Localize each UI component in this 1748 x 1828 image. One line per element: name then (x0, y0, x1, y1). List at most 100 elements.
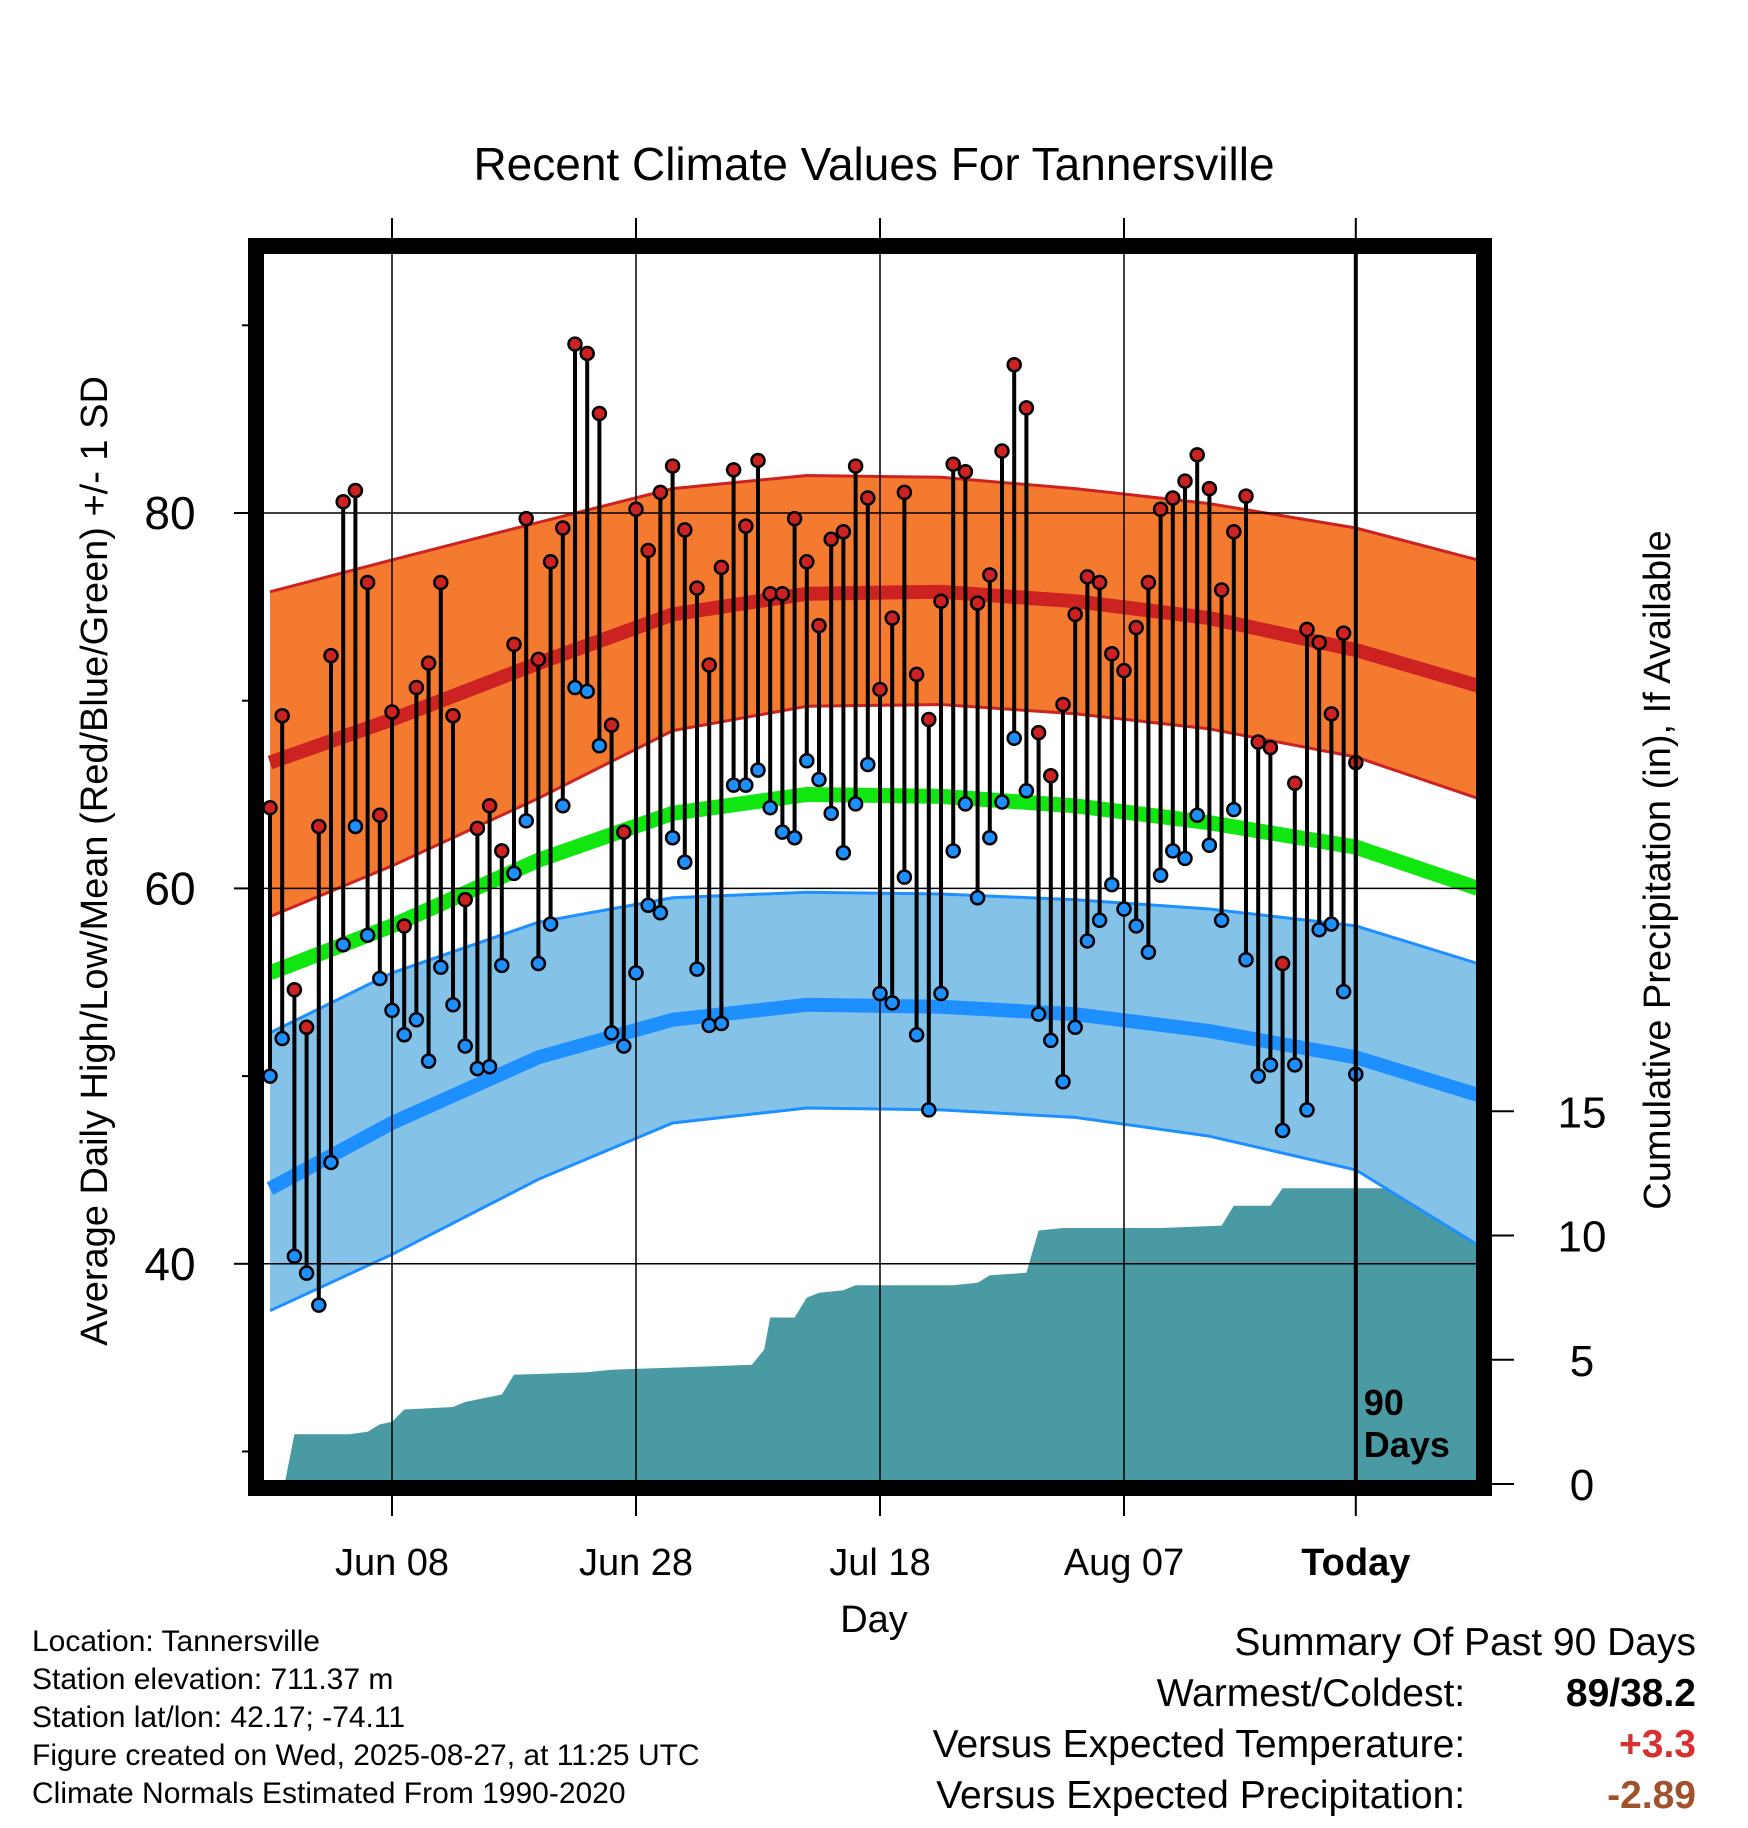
daily-high-point (384, 704, 400, 720)
precip-anomaly-row: Versus Expected Precipitation: -2.89 (933, 1770, 1696, 1821)
daily-low-point (1274, 1122, 1291, 1139)
high-sd-band (270, 475, 1478, 917)
temp-anomaly-label: Versus Expected Temperature: (932, 1723, 1466, 1766)
daily-high-point (1165, 490, 1181, 506)
temp-anomaly-row: Versus Expected Temperature: +3.3 (933, 1719, 1696, 1770)
daily-low-point (298, 1265, 315, 1281)
daily-low-point (518, 813, 534, 829)
precip-anomaly-value: -2.89 (1607, 1774, 1696, 1817)
y-tick-label: 80 (144, 487, 195, 539)
daily-low-point (982, 829, 998, 846)
daily-low-point (1152, 867, 1169, 884)
daily-low-point (786, 829, 803, 846)
daily-low-point (469, 1060, 486, 1077)
daily-low-point (555, 798, 571, 814)
plot-area: 90 Days (256, 240, 1484, 1494)
daily-high-point (1226, 524, 1242, 540)
today-days-label-part: 90 (1364, 1382, 1404, 1423)
plot-frame (248, 238, 1492, 1496)
daily-low-point (445, 997, 461, 1013)
daily-high-point (1311, 634, 1327, 651)
daily-high-point (982, 567, 998, 583)
daily-high-point (555, 520, 571, 536)
daily-high-point (750, 452, 766, 469)
daily-high-point (335, 493, 351, 510)
daily-low-point (530, 955, 547, 972)
daily-high-point (664, 458, 681, 474)
daily-high-point (420, 655, 437, 671)
daily-high-point (1067, 606, 1083, 623)
daily-low-point (457, 1038, 473, 1054)
high-normal-line (267, 584, 1480, 770)
daily-high-point (311, 818, 327, 835)
daily-high-point (274, 707, 290, 724)
daily-low-point (420, 1053, 437, 1069)
daily-high-point (701, 657, 717, 673)
daily-high-point (725, 462, 742, 478)
y2-tick-label: 15 (1558, 1088, 1607, 1137)
daily-low-point (1213, 912, 1230, 929)
daily-high-point (921, 711, 937, 728)
daily-low-point (628, 965, 644, 981)
daily-high-point (1006, 356, 1022, 373)
x-tick-label: Jul 18 (829, 1542, 930, 1584)
daily-low-point (1055, 1073, 1071, 1090)
daily-low-point (579, 683, 595, 700)
daily-high-point (1177, 473, 1193, 489)
daily-high-point (323, 647, 339, 664)
daily-low-point (677, 854, 693, 870)
daily-high-point (860, 490, 876, 506)
daily-low-point (689, 961, 705, 977)
daily-low-point (799, 753, 815, 769)
daily-high-point (1043, 768, 1059, 784)
daily-high-point (896, 484, 913, 501)
daily-low-point (1189, 807, 1205, 823)
summary-panel: Summary Of Past 90 Days Warmest/Coldest:… (933, 1617, 1696, 1821)
daily-low-point (1250, 1068, 1266, 1084)
daily-high-point (689, 580, 705, 596)
low-lower-line (269, 1106, 1479, 1313)
daily-low-point (640, 897, 656, 914)
daily-low-point (335, 936, 351, 953)
daily-low-point (542, 916, 559, 932)
temp-anomaly-value: +3.3 (1619, 1723, 1696, 1766)
daily-high-point (1091, 574, 1108, 591)
daily-low-point (1238, 951, 1254, 968)
daily-low-point (372, 970, 388, 987)
daily-low-point (1104, 876, 1120, 893)
x-tick-label: Today (1301, 1542, 1410, 1584)
daily-low-point (664, 829, 681, 846)
x-tick-label: Jun 08 (335, 1542, 449, 1584)
daily-high-point (1238, 488, 1254, 504)
chart-title: Recent Climate Values For Tannersville (473, 138, 1274, 190)
daily-high-point (1116, 662, 1132, 679)
daily-low-point (384, 1002, 400, 1019)
daily-low-point (1226, 801, 1242, 818)
precip-anomaly-label: Versus Expected Precipitation: (936, 1774, 1466, 1817)
daily-high-point (1287, 775, 1303, 792)
daily-low-point (1006, 730, 1022, 746)
daily-high-point (506, 636, 522, 653)
daily-high-point (1262, 739, 1279, 756)
daily-high-point (713, 559, 730, 576)
daily-low-point (1335, 983, 1352, 1000)
daily-low-point (884, 995, 900, 1011)
warmest-coldest-row: Warmest/Coldest: 89/38.2 (933, 1668, 1696, 1719)
daily-high-point (835, 524, 852, 540)
daily-low-point (969, 890, 986, 906)
daily-high-point (872, 681, 888, 698)
high-upper-line (269, 473, 1479, 594)
daily-low-point (603, 1025, 620, 1041)
daily-high-point (823, 531, 839, 548)
daily-low-point (1140, 944, 1157, 960)
daily-high-point (908, 666, 925, 683)
precip-area (270, 1188, 1478, 1484)
daily-low-point (1030, 1006, 1047, 1022)
daily-high-point (298, 1019, 315, 1036)
daily-low-point (738, 777, 754, 793)
daily-low-point (896, 869, 913, 885)
daily-high-point (347, 482, 364, 499)
daily-high-point (1152, 501, 1169, 517)
daily-low-point (1287, 1057, 1303, 1073)
y-tick-label: 40 (144, 1238, 195, 1290)
